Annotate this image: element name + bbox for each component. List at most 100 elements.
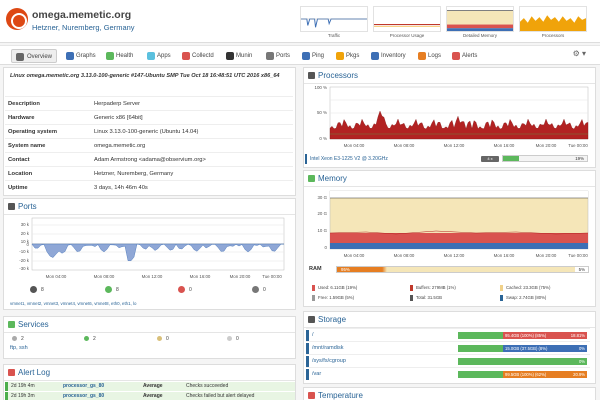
ports-y-tick: 20 k	[21, 231, 30, 236]
memory-x-tick: Mon 16:00	[494, 253, 515, 258]
ports-disabled-stat[interactable]: 0	[252, 286, 266, 293]
memory-y-tick: 10 G	[317, 228, 327, 233]
services-down-count: 0	[166, 336, 169, 342]
munin-icon	[226, 52, 234, 60]
memory-legend-total: Total: 31.5GB	[410, 295, 442, 301]
cpu-usage-bar: 19%	[502, 155, 588, 162]
tab-health[interactable]: Health	[106, 49, 133, 63]
processors-usage-graph[interactable]: 100 % 50 % 0 % Mon 04:00 Mon 08:00 Mon 1…	[306, 85, 593, 151]
table-row[interactable]: /mnt/ramdisk 15.0GB (37.5GB) (8%) 0%	[306, 341, 590, 354]
tab-graphs[interactable]: Graphs	[66, 49, 96, 63]
list-item[interactable]: 2d 19h 4m processor_gs_80 Average Checks…	[5, 382, 295, 391]
table-row: Uptime 3 days, 14h 46m 40s	[5, 180, 293, 195]
traffic-sparkline[interactable]	[300, 6, 368, 32]
storage-panel-title[interactable]: Storage	[304, 312, 595, 328]
memory-usage-graph[interactable]: 30 G 20 G 10 G 0 Mon 04:00 Mon 08:00 Mon…	[306, 189, 593, 261]
ports-list-links[interactable]: vmnet1, vmnet2, vmnet3, vmnet4, vmnet6, …	[10, 301, 137, 306]
services-panel-title[interactable]: Services	[4, 317, 295, 333]
processors-title-label: Processors	[318, 71, 359, 80]
memory-used-text: Used: 6.11GB (19%)	[318, 285, 358, 291]
ubuntu-logo-icon	[6, 8, 28, 30]
cpu-usage-row[interactable]: Intel Xeon E3-1225 V2 @ 3.20GHz 4 x 19%	[305, 154, 590, 164]
services-total-stat[interactable]: 2	[12, 336, 24, 342]
tab-ports[interactable]: Ports	[266, 49, 290, 63]
device-hostname[interactable]: omega.memetic.org	[32, 9, 132, 21]
tab-inventory[interactable]: Inventory	[371, 49, 406, 63]
tab-packages[interactable]: Pkgs	[336, 49, 359, 63]
processor-usage-sparkline[interactable]	[373, 6, 441, 32]
temperature-panel-title[interactable]: Temperature	[304, 388, 595, 400]
tab-munin[interactable]: Munin	[226, 49, 252, 63]
home-icon	[16, 53, 24, 61]
processors-x-tick: Tue 00:00	[568, 143, 588, 148]
list-item[interactable]: 2d 19h 3m processor_gs_80 Average Checks…	[5, 392, 295, 400]
info-value: Linux 3.13.0-100-generic (Ubuntu 14.04)	[91, 124, 293, 139]
services-down-stat[interactable]: 0	[157, 336, 169, 342]
alert-age: 2d 19h 3m	[11, 393, 35, 399]
storage-usage-bar: 0%	[458, 358, 587, 365]
alert-entity[interactable]: processor_gs_80	[63, 393, 105, 399]
storage-mount[interactable]: /	[312, 332, 314, 338]
alert-log-title-label: Alert Log	[18, 368, 51, 377]
tab-logs[interactable]: Logs	[418, 49, 441, 63]
ports-up-stat[interactable]: 8	[105, 286, 119, 293]
cpu-model-name[interactable]: Intel Xeon E3-1225 V2 @ 3.20GHz	[310, 156, 388, 162]
settings-gear-icon[interactable]: ⚙ ▾	[572, 49, 586, 58]
alert-entity[interactable]: processor_gs_80	[63, 383, 105, 389]
temperature-title-label: Temperature	[318, 391, 363, 400]
ports-y-tick: -10 k	[19, 249, 30, 254]
info-key: Operating system	[5, 124, 91, 139]
storage-mount[interactable]: /var	[312, 371, 322, 377]
table-row[interactable]: / 95.4GB (100%) (85%) 18.81%	[306, 328, 590, 341]
tab-apps[interactable]: Apps	[147, 49, 171, 63]
processors-icon	[308, 72, 315, 79]
table-row[interactable]: /var 99.5GB (100%) (62%) 20.9%	[306, 367, 590, 380]
services-disabled-icon	[227, 336, 232, 342]
table-row[interactable]: /sys/fs/cgroup 0%	[306, 354, 590, 367]
services-disabled-stat[interactable]: 0	[227, 336, 239, 342]
memory-cached-text: Cached: 23.3GB (75%)	[506, 285, 551, 291]
tab-overview-label: Overview	[27, 54, 53, 60]
tab-overview[interactable]: Overview	[11, 49, 58, 63]
detailed-memory-sparkline[interactable]	[446, 6, 514, 32]
memory-free-text: Free: 1.59GB (5%)	[318, 295, 355, 301]
packages-icon	[336, 52, 344, 60]
tab-collectd-label: Collectd	[192, 53, 214, 59]
info-key: System name	[5, 138, 91, 153]
storage-size-text: 95.4GB (100%) (85%)	[505, 333, 547, 338]
memory-icon	[308, 175, 315, 182]
temperature-icon	[308, 392, 315, 399]
storage-row-marker	[306, 343, 309, 354]
storage-mount[interactable]: /mnt/ramdisk	[312, 345, 344, 351]
services-down-icon	[157, 336, 162, 342]
ports-panel-title[interactable]: Ports	[4, 199, 295, 215]
memory-panel-title[interactable]: Memory	[304, 171, 595, 187]
ram-free-label: 5%	[578, 267, 585, 272]
tab-alerts[interactable]: Alerts	[452, 49, 477, 63]
services-up-stat[interactable]: 2	[84, 336, 96, 342]
ports-y-tick: -30 k	[19, 266, 30, 271]
memory-x-tick: Tue 00:00	[568, 253, 588, 258]
memory-y-tick: 0	[325, 245, 328, 250]
info-key: Contact	[5, 152, 91, 167]
ports-total-stat[interactable]: 8	[30, 286, 44, 293]
ram-usage-bar[interactable]: 95% 5%	[336, 266, 589, 273]
ports-down-stat[interactable]: 0	[178, 286, 192, 293]
storage-percent-text: 0%	[578, 346, 585, 351]
memory-legend-buffers: Buffers: 279MB (1%)	[410, 285, 456, 291]
processors-panel-title[interactable]: Processors	[304, 68, 595, 84]
device-nav-bar: Overview Graphs Health Apps Collectd Mun…	[0, 45, 600, 65]
ports-traffic-graph[interactable]: 30 k 20 k 10 k 0 -10 k -20 k -30 k Mon 0…	[6, 216, 292, 282]
memory-legend-free: Free: 1.59GB (5%)	[312, 295, 354, 301]
services-total-icon	[12, 336, 17, 342]
storage-mount[interactable]: /sys/fs/cgroup	[312, 358, 346, 364]
alert-log-panel-title[interactable]: Alert Log	[4, 365, 295, 381]
ports-y-tick: 30 k	[21, 222, 30, 227]
ports-y-tick: -20 k	[19, 258, 30, 263]
services-list-links[interactable]: ftp, ssh	[10, 345, 28, 351]
tab-ping[interactable]: Ping	[302, 49, 324, 63]
tab-collectd[interactable]: Collectd	[182, 49, 214, 63]
storage-percent-text: 20.9%	[573, 372, 585, 377]
processors-sparkline[interactable]	[519, 6, 587, 32]
